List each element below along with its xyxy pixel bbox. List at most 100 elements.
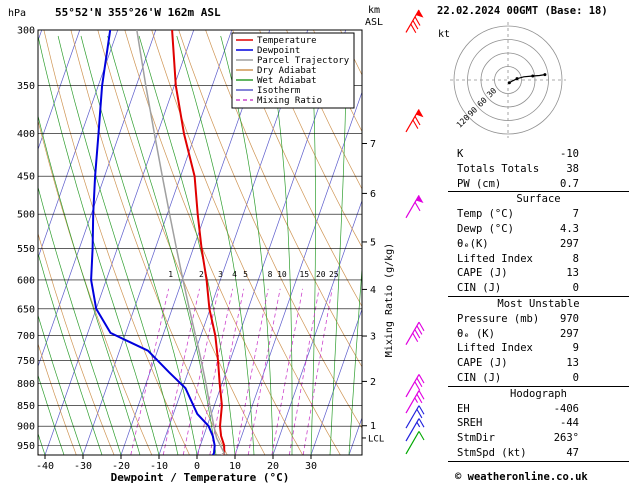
pressure-tick-label: 550 — [17, 244, 35, 255]
table-row: Lifted Index 9 — [448, 341, 629, 356]
wind-barb — [405, 321, 425, 345]
table-section-title: Most Unstable — [497, 297, 580, 310]
temp-tick-label: 10 — [229, 461, 241, 472]
table-row: PW (cm) 0.7 — [448, 177, 629, 192]
legend-label: Dry Adiabat — [257, 66, 317, 76]
table-section: K -10 Totals Totals 38 PW (cm) 0.7 — [448, 147, 629, 191]
pressure-unit-label: hPa — [8, 8, 26, 19]
indices-table: K -10 Totals Totals 38 PW (cm) 0.7 Surface Temp… — [448, 147, 629, 462]
km-tick-label: 2 — [370, 377, 376, 388]
temp-tick-label: 0 — [194, 461, 200, 472]
skewt-background — [38, 30, 362, 455]
plot-border — [37, 29, 363, 456]
mixing-ratio-value-label: 20 — [316, 270, 326, 279]
mixing-ratio-value-label: 15 — [299, 270, 309, 279]
pressure-tick-label: 450 — [17, 172, 35, 183]
row-value: 8 — [572, 252, 579, 265]
row-value: 38 — [566, 162, 579, 175]
hodograph-ring — [467, 39, 549, 121]
wind-barb — [405, 194, 424, 219]
table-section-title: Hodograph — [510, 387, 567, 400]
temp-tick-label: -20 — [112, 461, 130, 472]
mixing-ratio-value-label: 4 — [232, 270, 237, 279]
copyright: © weatheronline.co.uk — [455, 471, 588, 483]
mixing-ratio-value-label: 8 — [268, 270, 273, 279]
table-row: θₑ(K) 297 — [448, 237, 629, 252]
mixing-ratio-value-label: 25 — [329, 270, 339, 279]
row-value: 297 — [560, 237, 579, 250]
km-tick-label: 5 — [370, 237, 376, 248]
row-label: PW (cm) — [457, 177, 502, 190]
wind-barb — [405, 374, 425, 398]
wind-barb — [405, 418, 425, 442]
row-label: Lifted Index — [457, 252, 533, 265]
row-value: 0 — [572, 371, 579, 384]
table-row: K -10 — [448, 147, 629, 162]
pressure-tick-label: 700 — [17, 331, 35, 342]
pressure-tick-label: 300 — [17, 26, 35, 37]
table-section: Surface Temp (°C) 7 Dewp (°C) 4.3 θₑ(K) 297 Lif… — [448, 191, 629, 296]
legend-label: Isotherm — [257, 86, 300, 96]
hodograph-unit-label: kt — [438, 29, 450, 40]
row-label: StmDir — [457, 432, 495, 445]
table-section-title: Surface — [516, 193, 561, 206]
temp-tick-label: -10 — [150, 461, 168, 472]
run-datetime: 22.02.2024 00GMT (Base: 18) — [437, 5, 608, 17]
table-row: Temp (°C) 7 — [448, 207, 629, 222]
row-value: 0.7 — [560, 177, 579, 190]
row-value: 297 — [560, 327, 579, 340]
wind-barb — [405, 390, 425, 414]
pressure-tick-label: 400 — [17, 129, 35, 140]
row-label: CIN (J) — [457, 371, 502, 384]
pressure-tick-label: 650 — [17, 304, 35, 315]
row-value: -10 — [560, 148, 579, 160]
pressure-tick-label: 600 — [17, 275, 35, 286]
legend-label: Temperature — [257, 36, 317, 46]
row-label: θₑ (K) — [457, 327, 495, 340]
row-value: 13 — [566, 357, 579, 370]
pressure-tick-label: 350 — [17, 81, 35, 92]
wind-barb — [405, 109, 424, 133]
pressure-tick-label: 850 — [17, 401, 35, 412]
wind-barb-column — [405, 9, 425, 455]
temp-tick-label: 30 — [305, 461, 317, 472]
pressure-tick-label: 750 — [17, 356, 35, 367]
table-row: StmSpd (kt) 47 — [448, 446, 629, 461]
row-label: Totals Totals — [457, 162, 540, 175]
mixing-ratio-value-label: 2 — [199, 270, 204, 279]
row-label: CIN (J) — [457, 282, 502, 295]
row-label: Temp (°C) — [457, 208, 514, 221]
hodograph-ring — [480, 52, 536, 108]
row-label: θₑ(K) — [457, 237, 489, 250]
row-value: 13 — [566, 267, 579, 280]
x-axis-label: Dewpoint / Temperature (°C) — [111, 471, 290, 484]
km-tick-label: 3 — [370, 332, 376, 343]
table-row: Totals Totals 38 — [448, 162, 629, 177]
temperature-curve — [171, 30, 226, 455]
mixing-ratio-value-label: 3 — [218, 270, 223, 279]
hodograph-ring — [494, 66, 522, 94]
hodograph-trace — [509, 74, 545, 84]
pressure-tick-label: 950 — [17, 441, 35, 452]
row-label: Dewp (°C) — [457, 222, 514, 235]
table-section: Most Unstable Pressure (mb) 970 θₑ (K) 297 Li… — [448, 295, 629, 386]
mixing-ratio-value-label: 10 — [277, 270, 287, 279]
wind-barb — [405, 405, 425, 429]
mixing-ratio-value-label: 5 — [243, 270, 248, 279]
mixing-ratio-value-label: 1 — [168, 270, 173, 279]
row-value: 0 — [572, 282, 579, 295]
km-tick-label: 1 — [370, 421, 376, 432]
temp-tick-label: 20 — [267, 461, 279, 472]
legend-label: Dewpoint — [257, 46, 300, 56]
table-row: CAPE (J) 13 — [448, 266, 629, 281]
row-label: SREH — [457, 417, 483, 430]
table-row: StmDir 263° — [448, 431, 629, 446]
row-value: 970 — [560, 312, 579, 325]
row-value: 7 — [572, 208, 579, 221]
station-title: 55°52'N 355°26'W 162m ASL — [55, 6, 221, 19]
row-value: -44 — [560, 417, 579, 430]
km-tick-label: 6 — [370, 189, 376, 200]
